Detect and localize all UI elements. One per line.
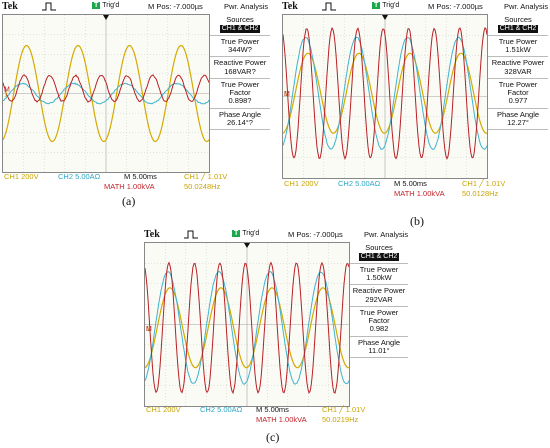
panel-caption: (c) [266, 430, 279, 445]
mode-label: Pwr. Analysis [504, 2, 548, 11]
power-factor-block: True Power Factor 0.977 [488, 79, 548, 109]
panel-caption: (a) [122, 194, 135, 209]
math-scale: MATH 1.00kVA [104, 183, 155, 192]
sources-value: CH1 & CH2 [220, 25, 261, 33]
power-factor-value: 0.982 [350, 325, 408, 333]
frequency-readout: 50.0128Hz [462, 190, 498, 199]
timebase: M 5.00ms [394, 180, 427, 189]
reactive-power-block: Reactive Power 168VAR? [210, 57, 270, 79]
sources-label: Sources [488, 16, 548, 24]
trigger-position-marker [103, 15, 109, 20]
waveform-display: 1M [145, 243, 349, 406]
trigger-pulse-icon [42, 2, 56, 11]
math-scale: MATH 1.00kVA [256, 416, 307, 425]
math-ground-marker: M [284, 91, 290, 98]
power-factor-label: True Power Factor [350, 309, 408, 326]
mode-label: Pwr. Analysis [224, 2, 268, 11]
reactive-power-value: 328VAR [488, 68, 548, 76]
trigger-level: CH1 ╱ 1.01V [462, 180, 505, 189]
trigger-pulse-icon [322, 2, 336, 11]
scope-panel-b: Tek T Trig'd M Pos: -7.000µs Pwr. Analysi… [280, 0, 550, 210]
frequency-readout: 50.0248Hz [184, 183, 220, 192]
power-factor-label: True Power Factor [488, 81, 548, 98]
sources-label: Sources [210, 16, 270, 24]
trigger-status: T Trig'd [232, 230, 259, 237]
waveform-grid: 1M [2, 14, 210, 173]
power-factor-value: 0.977 [488, 97, 548, 105]
reactive-power-block: Reactive Power 292VAR [350, 285, 408, 307]
waveform-display: 1M [3, 15, 209, 172]
sources-value: CH1 & CH2 [359, 253, 400, 261]
waveform-display: 1M [283, 15, 487, 178]
math-ground-marker: M [4, 87, 10, 94]
reactive-power-value: 168VAR? [210, 68, 270, 76]
position-readout: M Pos: -7.000µs [148, 2, 203, 11]
trigger-level: CH1 ╱ 1.01V [184, 173, 227, 182]
ch2-scale: CH2 5.00AΩ [338, 180, 380, 189]
sources-value: CH1 & CH2 [498, 25, 539, 33]
phase-angle-value: 26.14°? [210, 119, 270, 127]
waveform-grid: 1M [282, 14, 488, 179]
measurement-sidebar: Sources CH1 & CH2 True Power 344W? Reactiv… [210, 14, 270, 130]
power-factor-block: True Power Factor 0.898? [210, 79, 270, 109]
scope-top-bar: Tek T Trig'd M Pos: -7.000µs Pwr. Analysi… [0, 0, 272, 14]
sources-block[interactable]: Sources CH1 & CH2 [210, 14, 270, 36]
waveform-grid: 1M [144, 242, 350, 407]
panel-caption: (b) [410, 214, 424, 229]
power-factor-label: True Power Factor [210, 81, 270, 98]
true-power-block: True Power 1.50kW [350, 264, 408, 286]
timebase: M 5.00ms [256, 406, 289, 415]
sources-label: Sources [350, 244, 408, 252]
measurement-sidebar: Sources CH1 & CH2 True Power 1.50kW Reacti… [350, 242, 408, 358]
scope-panel-c: Tek T Trig'd M Pos: -7.000µs Pwr. Analysi… [142, 228, 410, 448]
trigger-position-marker [382, 15, 388, 20]
reactive-power-block: Reactive Power 328VAR [488, 57, 548, 79]
scope-bottom-bar: CH1 200V CH2 5.00AΩ M 5.00ms CH1 ╱ 1.01V… [146, 406, 408, 428]
true-power-value: 1.50kW [350, 274, 408, 282]
tek-logo: Tek [2, 1, 18, 12]
scope-bottom-bar: CH1 200V CH2 5.00AΩ M 5.00ms CH1 ╱ 1.01V… [4, 173, 270, 193]
tek-logo: Tek [144, 229, 160, 240]
phase-angle-block: Phase Angle 12.27° [488, 109, 548, 131]
sources-block[interactable]: Sources CH1 & CH2 [350, 242, 408, 264]
mode-label: Pwr. Analysis [364, 230, 408, 239]
ch1-scale: CH1 200V [284, 180, 319, 189]
phase-angle-block: Phase Angle 11.01° [350, 337, 408, 359]
sources-block[interactable]: Sources CH1 & CH2 [488, 14, 548, 36]
position-readout: M Pos: -7.000µs [288, 230, 343, 239]
true-power-block: True Power 344W? [210, 36, 270, 58]
tek-logo: Tek [282, 1, 298, 12]
ch2-scale: CH2 5.00AΩ [200, 406, 242, 415]
scope-top-bar: Tek T Trig'd M Pos: -7.000µs Pwr. Analysi… [280, 0, 550, 14]
power-factor-block: True Power Factor 0.982 [350, 307, 408, 337]
measurement-sidebar: Sources CH1 & CH2 True Power 1.51kW Reacti… [488, 14, 548, 130]
true-power-value: 344W? [210, 46, 270, 54]
frequency-readout: 50.0219Hz [322, 416, 358, 425]
math-scale: MATH 1.00kVA [394, 190, 445, 199]
scope-bottom-bar: CH1 200V CH2 5.00AΩ M 5.00ms CH1 ╱ 1.01V… [284, 180, 548, 202]
trigger-position-marker [244, 243, 250, 248]
true-power-block: True Power 1.51kW [488, 36, 548, 58]
phase-angle-value: 11.01° [350, 347, 408, 355]
reactive-power-value: 292VAR [350, 296, 408, 304]
ch1-scale: CH1 200V [146, 406, 181, 415]
trigger-level: CH1 ╱ 1.01V [322, 406, 365, 415]
ch2-scale: CH2 5.00AΩ [58, 173, 100, 182]
power-factor-value: 0.898? [210, 97, 270, 105]
position-readout: M Pos: -7.000µs [428, 2, 483, 11]
scope-panel-a: Tek T Trig'd M Pos: -7.000µs Pwr. Analysi… [0, 0, 272, 210]
scope-top-bar: Tek T Trig'd M Pos: -7.000µs Pwr. Analysi… [142, 228, 410, 242]
true-power-value: 1.51kW [488, 46, 548, 54]
ch1-scale: CH1 200V [4, 173, 39, 182]
timebase: M 5.00ms [124, 173, 157, 182]
phase-angle-value: 12.27° [488, 119, 548, 127]
trigger-status: T Trig'd [92, 2, 119, 9]
trigger-pulse-icon [184, 230, 198, 239]
trigger-status: T Trig'd [372, 2, 399, 9]
phase-angle-block: Phase Angle 26.14°? [210, 109, 270, 131]
math-ground-marker: M [146, 326, 152, 333]
